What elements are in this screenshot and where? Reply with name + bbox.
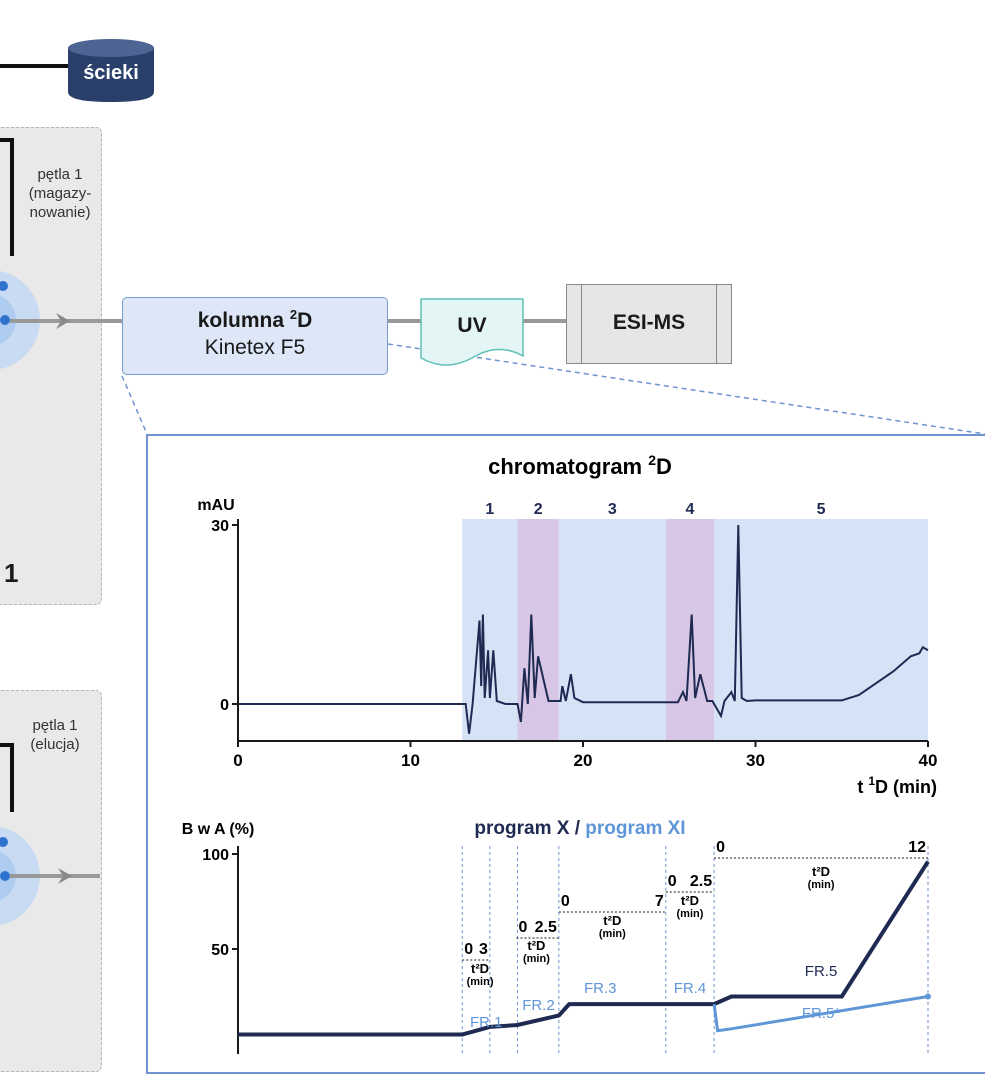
chromatogram-trace — [238, 524, 929, 734]
chromatogram-y-unit: mAU — [197, 497, 234, 514]
chromatogram-x-tick-label: 30 — [746, 751, 765, 770]
zoom-line-left — [121, 375, 148, 435]
fraction-band-2 — [517, 519, 559, 741]
arrow-icon — [58, 868, 72, 884]
loop-top-line1: pętla 1 — [37, 166, 83, 183]
chromatogram-x-tick-label: 10 — [401, 751, 420, 770]
loop-top-line2: (magazy- — [28, 185, 92, 202]
gradient-y-label: B w A (%) — [182, 821, 255, 838]
esi-ms-box: ESI-MS — [566, 284, 732, 364]
gradient-program-xi-line — [712, 995, 929, 1033]
fraction-label-5: 5 — [817, 501, 826, 518]
valve-1-partial-label: 1 — [4, 558, 19, 588]
fr5-end: 12 — [908, 839, 926, 856]
esi-label: ESI-MS — [612, 311, 686, 334]
loop-top-line3: nowanie) — [29, 204, 91, 221]
fraction-band-5 — [714, 519, 928, 741]
waste-container — [68, 39, 154, 102]
chromatogram-title: chromatogram 2D — [488, 452, 672, 479]
waste-label: ścieki — [83, 62, 139, 84]
fr4-t-label: t²D — [681, 893, 699, 908]
column-title-suffix: D — [297, 309, 313, 332]
gradient-axes: 100 50 — [202, 846, 239, 1054]
fraction-bands: 1 2 3 4 5 — [462, 501, 928, 741]
valve-port-top-1 — [0, 281, 8, 291]
loop-top-label: pętla 1 (magazy- nowanie) — [20, 165, 100, 222]
loop-bottom-label: pętla 1 (elucja) — [20, 716, 90, 754]
fraction-fr-label-5: FR.5 — [805, 963, 838, 980]
fr1-t-label: t²D — [471, 961, 489, 976]
fr4-start: 0 — [668, 873, 677, 890]
fraction-fr-label-3: FR.3 — [584, 980, 617, 997]
fraction-label-4: 4 — [685, 501, 694, 518]
column-2d-box: kolumna 2D Kinetex F5 — [122, 297, 388, 375]
esi-divider-left — [581, 285, 582, 363]
gradient-y-tick-label: 100 — [202, 847, 229, 864]
chromatogram-y-tick-label: 0 — [220, 697, 229, 714]
fr2-start: 0 — [518, 919, 527, 936]
fr5-start: 0 — [716, 839, 725, 856]
chromatogram-y-tick-label: 30 — [211, 518, 229, 535]
loop-bottom-line2: (elucja) — [30, 736, 80, 753]
fr2-t-label: t²D — [527, 938, 545, 953]
fr2-end: 2.5 — [535, 919, 557, 936]
fr1-start: 0 — [464, 941, 473, 958]
fr5-t-unit: (min) — [808, 879, 835, 891]
valve-port-bottom-2 — [0, 871, 10, 881]
fr4-t-unit: (min) — [677, 908, 704, 920]
fraction-fr-label-4: FR.4 — [674, 980, 707, 997]
gradient-program-x-line — [238, 860, 930, 1037]
chromatogram-x-tick-label: 40 — [919, 751, 938, 770]
fr1-end: 3 — [479, 941, 488, 958]
loop-bottom-line1: pętla 1 — [32, 717, 78, 734]
valve-port-bottom-1 — [0, 837, 8, 847]
column-subtitle: Kinetex F5 — [204, 336, 306, 359]
loop-1-bottom-line — [0, 743, 14, 812]
fraction-fr-label-2: FR.2 — [522, 997, 555, 1014]
gradient-y-tick-label: 50 — [211, 942, 229, 959]
fraction-label-3: 3 — [608, 501, 617, 518]
valve-panel-top — [0, 127, 102, 605]
fr1-t-unit: (min) — [467, 976, 494, 988]
gradient-fraction-dividers — [461, 846, 929, 1054]
fr3-t-label: t²D — [603, 913, 621, 928]
fr4-end: 2.5 — [690, 873, 712, 890]
loop-1-top-line — [0, 138, 14, 256]
fr2-t-unit: (min) — [523, 953, 550, 965]
uv-detector-box — [420, 298, 524, 366]
fr3-start: 0 — [561, 893, 570, 910]
fr3-t-unit: (min) — [599, 928, 626, 940]
fraction-fr-label-1: FR.1 — [470, 1014, 503, 1031]
fr5-t-label: t²D — [812, 864, 830, 879]
column-title: kolumna 2D — [123, 307, 387, 333]
gradient-title: program X / program XI — [474, 818, 685, 839]
fraction-label-1: 1 — [485, 501, 494, 518]
fr3-end: 7 — [655, 893, 664, 910]
valve-port-top-2 — [0, 315, 10, 325]
column-title-sup: 2 — [289, 307, 298, 322]
fraction-band-3 — [558, 519, 666, 741]
chromatogram-x-tick-label: 20 — [574, 751, 593, 770]
program-xi-label: program XI — [585, 818, 685, 839]
arrow-icon — [56, 313, 70, 329]
chromatogram-x-tick-label: 0 — [233, 751, 242, 770]
column-title-text: kolumna — [197, 309, 285, 332]
fraction-label-2: 2 — [534, 501, 543, 518]
fraction-fr-label-6: FR.5* — [802, 1005, 841, 1022]
uv-label: UV — [457, 314, 487, 337]
program-x-label: program X — [474, 818, 569, 839]
zoom-line-right — [387, 343, 985, 435]
chromatogram-x-label: t 1D (min) — [857, 774, 937, 797]
program-xi-endpoint — [925, 993, 931, 1000]
fraction-band-1 — [462, 519, 518, 741]
esi-divider-right — [716, 285, 717, 363]
